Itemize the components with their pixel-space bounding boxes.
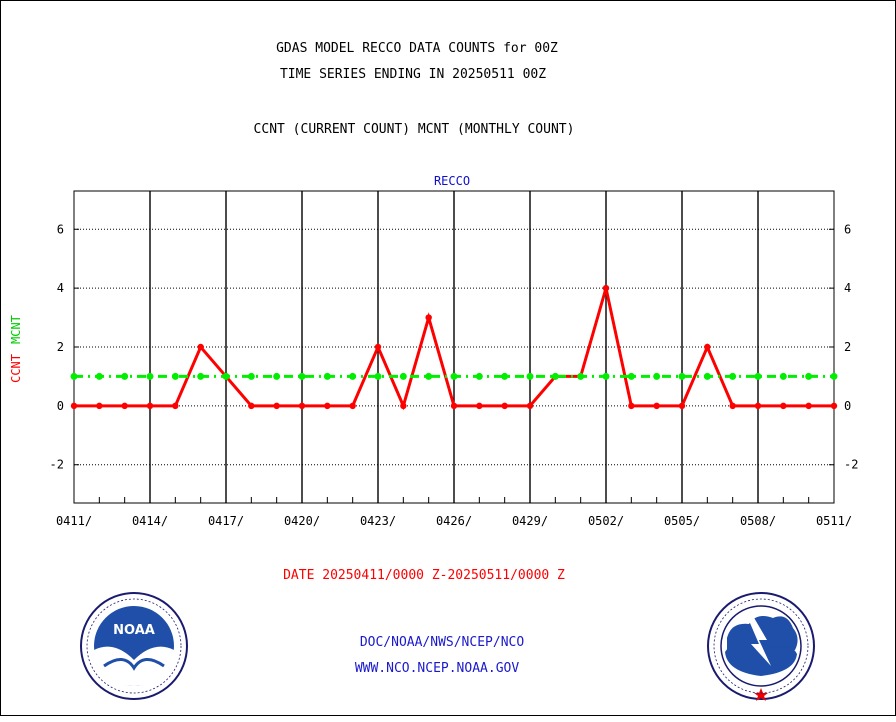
series-point-mcnt	[323, 372, 331, 380]
series-point-mcnt	[70, 372, 78, 380]
series-point-mcnt	[95, 372, 103, 380]
footer-website: WWW.NCO.NCEP.NOAA.GOV	[355, 661, 520, 676]
series-point-ccnt	[628, 402, 635, 410]
series-point-ccnt	[526, 402, 534, 410]
series-point-ccnt	[324, 402, 331, 410]
series-point-ccnt	[146, 402, 154, 410]
series-point-ccnt	[374, 343, 382, 351]
y-tick-label: -2	[50, 458, 64, 472]
series-point-ccnt	[400, 402, 407, 410]
series-point-mcnt	[349, 372, 357, 380]
x-tick-label: 0511/	[816, 514, 852, 528]
y-tick-label-right: 2	[844, 340, 851, 354]
series-point-ccnt	[780, 402, 787, 410]
series-point-mcnt	[399, 372, 407, 380]
series-point-ccnt	[425, 314, 432, 321]
y-tick-label-right: 6	[844, 222, 851, 236]
series-point-ccnt	[476, 402, 483, 410]
series-point-ccnt	[197, 343, 204, 351]
series-point-ccnt	[754, 402, 762, 410]
series-point-ccnt	[273, 402, 280, 410]
footer-org-path: DOC/NOAA/NWS/NCEP/NCO	[360, 635, 525, 650]
series-point-ccnt	[349, 402, 356, 410]
series-point-mcnt	[729, 372, 737, 380]
y-axis-label-ccnt: CCNT	[9, 354, 23, 383]
noaa-logo-icon: NOAA	[80, 592, 188, 700]
series-point-ccnt	[96, 402, 103, 410]
series-point-mcnt	[475, 372, 483, 380]
series-point-mcnt	[627, 372, 635, 380]
y-axis-label: CCNT MCNT	[9, 315, 23, 383]
y-tick-label-right: -2	[844, 458, 858, 472]
header-line-2: TIME SERIES ENDING IN 20250511 00Z	[280, 67, 546, 82]
series-point-ccnt	[602, 284, 610, 292]
series-point-mcnt	[754, 372, 762, 380]
y-axis-label-mcnt: MCNT	[9, 315, 23, 344]
series-point-mcnt	[653, 372, 661, 380]
series-point-ccnt	[805, 402, 812, 410]
series-point-mcnt	[779, 372, 787, 380]
series-point-mcnt	[805, 372, 813, 380]
x-tick-label: 0423/	[360, 514, 396, 528]
y-tick-label-right: 0	[844, 399, 851, 413]
series-point-ccnt	[172, 402, 179, 410]
x-tick-label: 0505/	[664, 514, 700, 528]
x-axis-label: DATE 20250411/0000 Z-20250511/0000 Z	[283, 568, 565, 583]
series-point-ccnt	[501, 402, 508, 410]
nws-logo-icon	[707, 592, 815, 701]
x-tick-label: 0429/	[512, 514, 548, 528]
series-point-mcnt	[577, 372, 585, 380]
series-point-mcnt	[197, 372, 205, 380]
series-point-ccnt	[298, 402, 306, 410]
x-tick-label: 0411/	[56, 514, 92, 528]
series-point-ccnt	[121, 402, 128, 410]
y-tick-label: 2	[57, 340, 64, 354]
y-tick-label-right: 4	[844, 281, 851, 295]
header-line-1: GDAS MODEL RECCO DATA COUNTS for 00Z	[276, 41, 558, 56]
y-tick-label: 4	[57, 281, 64, 295]
plot-area: -2 -2 0 0 2 2 4 4 6 6 0411/0414/0417/0420/0423/042…	[50, 190, 858, 528]
series-point-ccnt	[450, 402, 458, 410]
series-point-mcnt	[678, 372, 686, 380]
header-line-3: CCNT (CURRENT COUNT) MCNT (MONTHLY COUNT…	[254, 122, 575, 137]
series-point-mcnt	[222, 372, 230, 380]
series-point-ccnt	[729, 402, 736, 410]
x-tick-label: 0426/	[436, 514, 472, 528]
series-point-mcnt	[450, 372, 458, 380]
y-tick-label: 0	[57, 399, 64, 413]
chart-title: RECCO	[434, 174, 470, 188]
series-point-mcnt	[247, 372, 255, 380]
x-tick-label: 0414/	[132, 514, 168, 528]
series-point-mcnt	[171, 372, 179, 380]
series-point-ccnt	[248, 402, 255, 410]
series-point-mcnt	[526, 372, 534, 380]
series-point-mcnt	[146, 372, 154, 380]
series-point-mcnt	[830, 372, 838, 380]
series-point-mcnt	[602, 372, 610, 380]
series-point-mcnt	[121, 372, 129, 380]
noaa-logo-text: NOAA	[113, 623, 155, 638]
series-point-ccnt	[653, 402, 660, 410]
x-tick-label: 0417/	[208, 514, 244, 528]
x-tick-label: 0420/	[284, 514, 320, 528]
x-tick-label: 0502/	[588, 514, 624, 528]
series-point-mcnt	[703, 372, 711, 380]
series-point-mcnt	[273, 372, 281, 380]
series-point-mcnt	[425, 372, 433, 380]
series-point-mcnt	[551, 372, 559, 380]
series-point-ccnt	[70, 402, 78, 410]
series-point-ccnt	[830, 402, 838, 410]
series-point-mcnt	[298, 372, 306, 380]
series-point-ccnt	[704, 343, 711, 351]
y-tick-label: 6	[57, 222, 64, 236]
series-point-mcnt	[501, 372, 509, 380]
series-point-ccnt	[678, 402, 686, 410]
x-tick-label: 0508/	[740, 514, 776, 528]
series-point-mcnt	[374, 372, 382, 380]
